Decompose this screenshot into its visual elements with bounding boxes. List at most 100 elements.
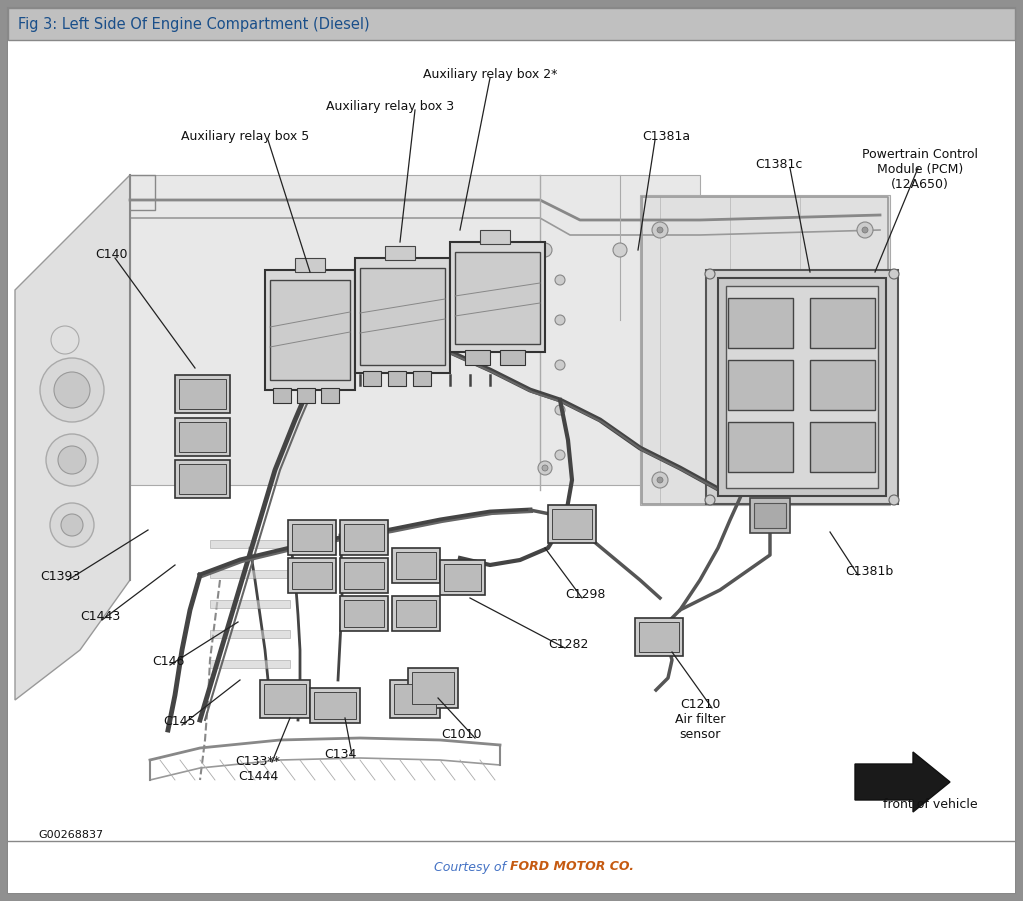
Bar — [314, 692, 356, 719]
Circle shape — [555, 405, 565, 415]
Bar — [210, 600, 290, 608]
Bar — [321, 388, 339, 403]
Bar — [394, 684, 436, 714]
Text: C145: C145 — [163, 715, 195, 728]
Bar — [465, 350, 490, 365]
Text: C1381a: C1381a — [642, 130, 691, 143]
Circle shape — [555, 275, 565, 285]
Text: C1210
Air filter
sensor: C1210 Air filter sensor — [675, 698, 725, 741]
Circle shape — [705, 269, 715, 279]
Bar — [455, 252, 540, 344]
Bar — [8, 841, 1015, 893]
Bar — [292, 524, 332, 551]
Circle shape — [889, 269, 899, 279]
Bar — [500, 350, 525, 365]
Circle shape — [857, 222, 873, 238]
Bar — [179, 422, 226, 452]
Bar — [210, 540, 290, 548]
Circle shape — [555, 360, 565, 370]
Circle shape — [538, 461, 552, 475]
Circle shape — [657, 227, 663, 233]
Text: Fig 3: Left Side Of Engine Compartment (Diesel): Fig 3: Left Side Of Engine Compartment (… — [18, 16, 369, 32]
Bar — [130, 175, 700, 485]
Text: C1282: C1282 — [548, 638, 588, 651]
Bar — [340, 596, 388, 631]
Bar — [8, 8, 1015, 40]
Bar — [392, 596, 440, 631]
Bar — [344, 562, 384, 589]
Circle shape — [657, 477, 663, 483]
Text: front of vehicle: front of vehicle — [883, 798, 977, 811]
Circle shape — [862, 227, 868, 233]
Bar — [440, 560, 485, 595]
Circle shape — [705, 495, 715, 505]
Bar — [388, 371, 406, 386]
Bar — [310, 688, 360, 723]
Text: C1381c: C1381c — [755, 158, 802, 171]
Circle shape — [555, 315, 565, 325]
Bar — [640, 195, 890, 505]
Bar — [450, 242, 545, 352]
Text: G00268837: G00268837 — [38, 830, 103, 840]
Text: Courtesy of: Courtesy of — [434, 860, 509, 873]
Bar — [408, 668, 458, 708]
Bar — [754, 503, 786, 528]
Circle shape — [857, 472, 873, 488]
Bar — [175, 375, 230, 413]
Bar — [390, 680, 440, 718]
Bar — [396, 600, 436, 627]
Bar — [260, 680, 310, 718]
Circle shape — [613, 243, 627, 257]
Bar — [718, 278, 886, 496]
Bar — [728, 298, 793, 348]
Bar — [810, 298, 875, 348]
Text: C1393: C1393 — [40, 570, 80, 583]
Text: C134: C134 — [324, 748, 356, 761]
Bar — [344, 600, 384, 627]
Bar — [265, 270, 355, 390]
Circle shape — [40, 358, 104, 422]
Bar — [295, 258, 325, 272]
Polygon shape — [15, 175, 130, 700]
Text: C1443: C1443 — [80, 610, 121, 623]
Circle shape — [46, 434, 98, 486]
Text: C1381b: C1381b — [845, 565, 893, 578]
Bar — [288, 520, 336, 555]
Circle shape — [555, 450, 565, 460]
Bar — [292, 562, 332, 589]
Bar — [210, 660, 290, 668]
Bar — [179, 379, 226, 409]
Circle shape — [652, 222, 668, 238]
Bar — [8, 40, 1015, 841]
Text: Powertrain Control
Module (PCM)
(12A650): Powertrain Control Module (PCM) (12A650) — [862, 148, 978, 191]
Text: Auxiliary relay box 5: Auxiliary relay box 5 — [181, 130, 309, 143]
Bar — [413, 371, 431, 386]
Bar — [344, 524, 384, 551]
Bar — [270, 280, 350, 380]
Circle shape — [54, 372, 90, 408]
Bar — [210, 570, 290, 578]
Bar — [288, 558, 336, 593]
Bar — [639, 622, 679, 652]
Bar — [340, 520, 388, 555]
Circle shape — [51, 326, 79, 354]
Text: C1010: C1010 — [442, 728, 482, 741]
Bar — [480, 230, 510, 244]
Bar — [726, 286, 878, 488]
Bar — [706, 270, 898, 504]
Text: FORD MOTOR CO.: FORD MOTOR CO. — [509, 860, 633, 873]
Bar — [273, 388, 291, 403]
Bar — [552, 509, 592, 539]
Circle shape — [58, 446, 86, 474]
Bar — [385, 246, 415, 260]
Text: Auxiliary relay box 2*: Auxiliary relay box 2* — [422, 68, 558, 81]
Bar — [444, 564, 481, 591]
Bar — [179, 464, 226, 494]
Bar — [728, 422, 793, 472]
Circle shape — [862, 477, 868, 483]
Circle shape — [538, 243, 552, 257]
Polygon shape — [855, 752, 950, 812]
Bar — [340, 558, 388, 593]
Bar — [548, 505, 596, 543]
Bar — [297, 388, 315, 403]
